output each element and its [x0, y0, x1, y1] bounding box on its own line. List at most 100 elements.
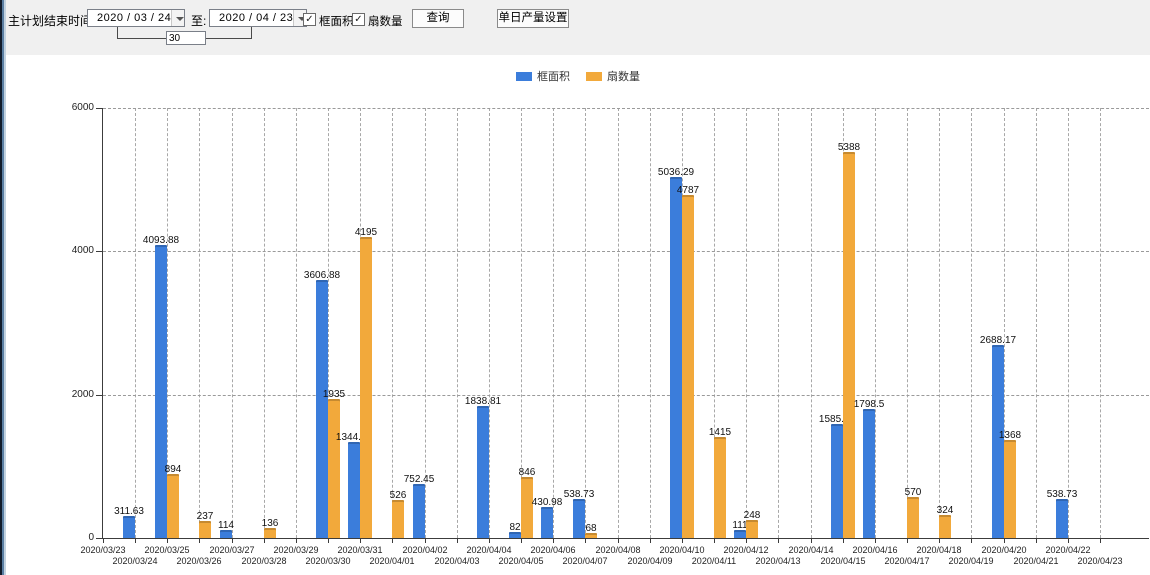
vertical-gridline	[618, 108, 619, 538]
chevron-down-icon	[298, 17, 307, 21]
y-axis-line	[102, 108, 103, 539]
x-axis-tick	[457, 539, 458, 543]
query-button[interactable]: 查询	[412, 9, 464, 28]
bar-fan-count	[907, 497, 919, 538]
x-tick-label: 2020/04/14	[788, 545, 834, 555]
bar-value-label: 248	[743, 510, 761, 521]
bar-fan-count	[682, 195, 694, 538]
frame-area-swatch	[516, 71, 532, 81]
bar-value-label: 311.63	[114, 506, 144, 517]
x-axis-tick	[360, 539, 361, 543]
bar-frame-area	[670, 177, 682, 538]
x-tick-label: 2020/04/06	[530, 545, 576, 555]
vertical-gridline	[1036, 108, 1037, 538]
x-tick-label: 2020/04/05	[498, 556, 544, 566]
vertical-gridline	[778, 108, 779, 538]
days-count-input[interactable]	[166, 31, 206, 45]
x-axis-tick	[907, 539, 908, 543]
x-axis-tick	[811, 539, 812, 543]
x-axis-tick	[553, 539, 554, 543]
vertical-gridline	[392, 108, 393, 538]
x-tick-label: 2020/04/21	[1013, 556, 1059, 566]
bar-fan-count	[167, 474, 179, 538]
bar-value-label: 111	[732, 520, 748, 531]
x-tick-label: 2020/04/02	[402, 545, 448, 555]
x-tick-label: 2020/04/19	[948, 556, 994, 566]
vertical-gridline	[585, 108, 586, 538]
x-axis-tick	[135, 539, 136, 543]
vertical-gridline	[264, 108, 265, 538]
bar-value-label: 570	[904, 487, 922, 498]
vertical-gridline	[425, 108, 426, 538]
bar-value-label: 4787	[676, 185, 700, 196]
connector-line	[117, 38, 167, 39]
vertical-gridline	[939, 108, 940, 538]
daily-output-settings-button[interactable]: 单日产量设置	[497, 9, 569, 28]
date-to-picker[interactable]: 2020 / 04 / 23	[209, 9, 307, 27]
date-to-value[interactable]: 2020 / 04 / 23	[219, 12, 294, 24]
bar-frame-area	[1056, 499, 1068, 538]
vertical-gridline	[328, 108, 329, 538]
x-axis-tick	[392, 539, 393, 543]
x-tick-label: 2020/04/18	[916, 545, 962, 555]
x-axis-tick	[618, 539, 619, 543]
x-tick-label: 2020/04/11	[691, 556, 737, 566]
vertical-gridline	[199, 108, 200, 538]
x-tick-label: 2020/03/29	[273, 545, 319, 555]
y-axis-tick	[96, 108, 102, 109]
y-tick-label: 0	[88, 532, 94, 543]
x-axis-tick	[103, 539, 104, 543]
vertical-gridline	[553, 108, 554, 538]
bar-fan-count	[392, 500, 404, 538]
x-axis-tick	[714, 539, 715, 543]
bar-fan-count	[521, 477, 533, 538]
legend-item-frame-area: 框面积	[516, 68, 570, 84]
vertical-gridline	[167, 108, 168, 538]
frame-area-checkbox[interactable]: ✓	[303, 13, 316, 26]
connector-line	[251, 27, 252, 39]
x-axis-tick	[425, 539, 426, 543]
bar-frame-area	[734, 530, 746, 538]
bar-fan-count	[714, 437, 726, 538]
vertical-gridline	[521, 108, 522, 538]
x-tick-label: 2020/04/01	[369, 556, 415, 566]
x-tick-label: 2020/03/24	[112, 556, 158, 566]
bar-value-label: 2688.17	[979, 335, 1017, 346]
x-tick-label: 2020/04/16	[852, 545, 898, 555]
date-to-dropdown-button[interactable]	[293, 10, 307, 26]
vertical-gridline	[746, 108, 747, 538]
date-from-dropdown-button[interactable]	[171, 10, 185, 26]
vertical-gridline	[971, 108, 972, 538]
bar-frame-area	[316, 280, 328, 538]
x-tick-label: 2020/04/09	[627, 556, 673, 566]
frame-area-checkbox-label[interactable]: 框面积	[319, 16, 354, 28]
chart-legend: 框面积 扇数量	[6, 68, 1150, 84]
date-from-value[interactable]: 2020 / 03 / 24	[97, 12, 172, 24]
x-tick-label: 2020/03/25	[144, 545, 190, 555]
x-tick-label: 2020/04/20	[981, 545, 1027, 555]
y-axis-tick	[96, 538, 102, 539]
chart-panel: 框面积 扇数量 0 2000 4000 6000 2020/03/23 2020/03/2…	[6, 55, 1150, 575]
fan-count-checkbox[interactable]: ✓	[352, 13, 365, 26]
bar-value-label: 5388	[837, 142, 861, 153]
x-tick-label: 2020/04/13	[755, 556, 801, 566]
bar-value-label: 752.45	[403, 474, 435, 485]
bar-value-label: 324	[936, 505, 954, 516]
bar-value-label: 237	[196, 511, 214, 522]
vertical-gridline	[811, 108, 812, 538]
y-axis-tick	[96, 251, 102, 252]
date-from-picker[interactable]: 2020 / 03 / 24	[87, 9, 185, 27]
x-axis-tick	[296, 539, 297, 543]
bar-value-label: 5036.29	[657, 167, 695, 178]
bar-value-label: 846	[518, 467, 536, 478]
bar-frame-area	[541, 507, 553, 538]
x-axis-tick	[939, 539, 940, 543]
fan-count-checkbox-label[interactable]: 扇数量	[368, 16, 403, 28]
bar-value-label: 1838.81	[464, 396, 502, 407]
horizontal-gridline	[103, 108, 1149, 109]
x-axis-tick	[875, 539, 876, 543]
bar-value-label: 1585.96	[818, 414, 856, 425]
y-tick-label: 2000	[71, 389, 94, 400]
bar-value-label: 136	[261, 518, 279, 529]
vertical-gridline	[907, 108, 908, 538]
